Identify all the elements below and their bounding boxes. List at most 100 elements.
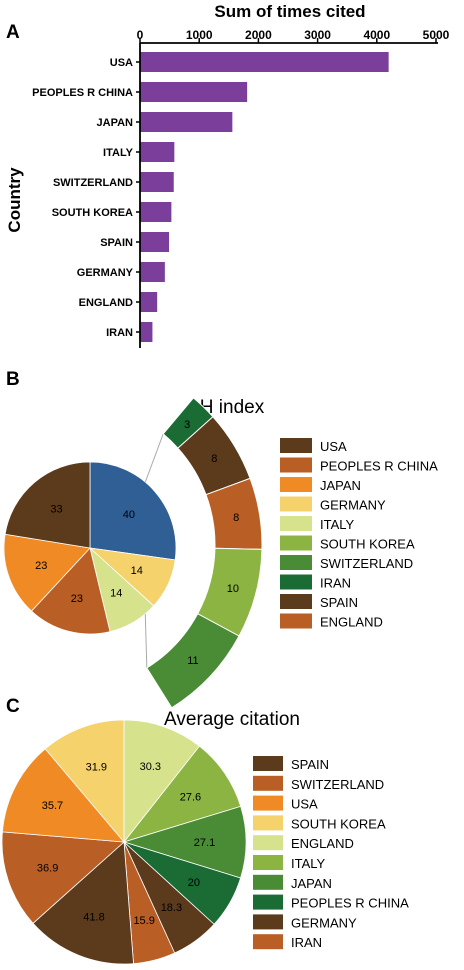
- slice-label: 27.6: [180, 792, 201, 804]
- pie-slice: [44, 719, 125, 844]
- legend-label: IRAN: [320, 576, 351, 591]
- pie-chart-average-citation: Average citation 30.3 27.6 27.1 20 18.3 15.9 4…: [1, 709, 409, 965]
- bar-chart-title: Sum of times cited: [214, 2, 365, 21]
- legend-swatch: [280, 516, 312, 531]
- bar: [140, 262, 165, 282]
- slice-label: 27.1: [194, 837, 215, 849]
- category-label: JAPAN: [97, 117, 134, 129]
- pie-slice: [30, 547, 111, 635]
- legend-swatch: [253, 815, 283, 831]
- x-tick-label: 5000: [423, 28, 450, 42]
- h-index-title: H index: [200, 397, 265, 418]
- panel-letter-a: A: [6, 22, 20, 43]
- bar: [140, 232, 170, 252]
- pie-slice: [32, 841, 134, 965]
- legend-label: SOUTH KOREA: [320, 537, 415, 552]
- pie-slice: [4, 461, 91, 549]
- legend-label: SWITZERLAND: [291, 777, 384, 792]
- legend-swatch: [253, 775, 283, 791]
- x-tick-label: 4000: [363, 28, 390, 42]
- slice-label: 33: [50, 504, 62, 516]
- slice-label: 30.3: [140, 761, 161, 773]
- x-tick-label: 2000: [245, 28, 272, 42]
- legend-swatch: [253, 914, 283, 930]
- pie-chart-h-index: H index 40 14 14 23 23 33 3 8 8 10 11 USA PEOPLES …: [3, 397, 438, 709]
- legend-swatch: [280, 477, 312, 492]
- bar-chart-times-cited: Sum of times cited Country 0 1000 2000 3000…: [5, 2, 450, 348]
- legend-label: JAPAN: [320, 478, 361, 493]
- legend-label: USA: [291, 797, 318, 812]
- bar: [140, 112, 233, 132]
- h-index-bar-of-pie: 3 8 8 10 11: [144, 397, 263, 709]
- segment-label: 3: [184, 419, 190, 431]
- legend-swatch: [280, 438, 312, 453]
- slice-label: 18.3: [161, 902, 182, 914]
- legend-swatch: [280, 594, 312, 609]
- slice-label: 23: [71, 593, 83, 605]
- legend-swatch: [253, 874, 283, 890]
- pie-slice: [1, 831, 125, 924]
- pie-slice: [89, 461, 177, 561]
- legend-label: SPAIN: [320, 595, 358, 610]
- x-tick-label: 0: [137, 28, 144, 42]
- legend-swatch: [253, 835, 283, 851]
- category-label: GERMANY: [77, 267, 134, 279]
- legend-label: SWITZERLAND: [320, 556, 413, 571]
- slice-label: 14: [110, 587, 122, 599]
- slice-label: 20: [188, 877, 200, 889]
- slice-label: 14: [131, 565, 143, 577]
- category-label: ITALY: [103, 147, 134, 159]
- legend-label: PEOPLES R CHINA: [291, 896, 409, 911]
- slice-label: 31.9: [86, 761, 107, 773]
- segment-label: 10: [227, 583, 239, 595]
- legend-label: SPAIN: [291, 757, 329, 772]
- h-index-pie: 40 14 14 23 23 33: [3, 461, 177, 635]
- bar: [140, 292, 158, 312]
- slice-label: 23: [35, 560, 47, 572]
- legend-label: IRAN: [291, 935, 322, 950]
- x-tick-label: 3000: [304, 28, 331, 42]
- legend-swatch: [253, 795, 283, 811]
- legend-label: ENGLAND: [291, 836, 354, 851]
- pie-slice: [3, 533, 91, 612]
- bar: [140, 172, 174, 192]
- slice-label: 36.9: [37, 863, 58, 875]
- x-axis-ticks: 0 1000 2000 3000 4000 5000: [137, 28, 450, 43]
- legend-swatch: [280, 574, 312, 590]
- legend-label: GERMANY: [291, 915, 357, 930]
- legend-label: PEOPLES R CHINA: [320, 459, 438, 474]
- avg-citation-title: Average citation: [164, 709, 300, 730]
- legend-label: GERMANY: [320, 498, 386, 513]
- legend-label: ITALY: [291, 856, 326, 871]
- legend-label: JAPAN: [291, 876, 332, 891]
- legend-swatch: [253, 894, 283, 910]
- category-label: PEOPLES R CHINA: [32, 87, 133, 99]
- bar: [140, 82, 248, 102]
- segment-label: 8: [233, 512, 239, 524]
- legend-swatch: [280, 535, 312, 551]
- bar-chart-ylabel: Country: [5, 167, 24, 233]
- x-tick-label: 1000: [186, 28, 213, 42]
- bar: [140, 52, 389, 72]
- category-label: ENGLAND: [79, 297, 133, 309]
- pie-slice: [1, 748, 125, 843]
- legend-swatch: [280, 613, 312, 629]
- avg-citation-legend: SPAIN SWITZERLAND USA SOUTH KOREA ENGLAND ITA…: [253, 756, 409, 950]
- panel-letter-b: B: [6, 369, 20, 390]
- category-label: SWITZERLAND: [53, 177, 133, 189]
- segment-label: 8: [211, 453, 217, 465]
- legend-label: SOUTH KOREA: [291, 816, 386, 831]
- h-index-legend: USA PEOPLES R CHINA JAPAN GERMANY ITALY SOUTH…: [280, 438, 438, 630]
- legend-swatch: [280, 457, 312, 473]
- legend-swatch: [280, 496, 312, 512]
- category-label: SPAIN: [100, 237, 133, 249]
- legend-label: ITALY: [320, 517, 355, 532]
- legend-label: ENGLAND: [320, 615, 383, 630]
- bars: USA PEOPLES R CHINA JAPAN ITALY SWITZERLAND S…: [32, 52, 389, 342]
- category-label: SOUTH KOREA: [52, 207, 133, 219]
- slice-label: 15.9: [133, 915, 154, 927]
- legend-swatch: [253, 855, 283, 870]
- avg-citation-pie: 30.3 27.6 27.1 20 18.3 15.9 41.8 36.9 35.7 31.9: [1, 719, 247, 965]
- pie-slice: [122, 745, 242, 843]
